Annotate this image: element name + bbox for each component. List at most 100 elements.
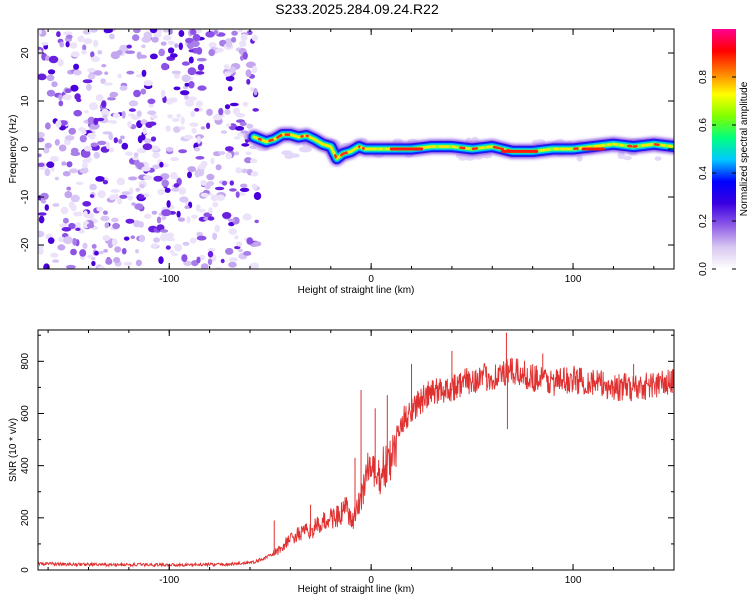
snr-ytick-label: 200 xyxy=(20,509,31,526)
noise-blob xyxy=(90,29,98,33)
faint-blob xyxy=(654,156,662,161)
noise-blob xyxy=(52,259,60,263)
noise-blob xyxy=(135,259,142,267)
noise-blob xyxy=(109,33,115,40)
noise-blob xyxy=(64,135,75,141)
noise-blob xyxy=(82,201,92,207)
colorbar-gradient xyxy=(712,29,736,269)
noise-blob xyxy=(68,127,76,135)
noise-blob xyxy=(105,141,111,150)
noise-blob xyxy=(113,193,119,200)
noise-blob xyxy=(38,49,42,56)
noise-blob xyxy=(161,215,167,221)
noise-blob xyxy=(91,260,96,267)
noise-blob xyxy=(108,132,113,141)
noise-blob xyxy=(60,206,69,215)
noise-blob xyxy=(63,236,73,245)
noise-blob xyxy=(186,216,191,224)
noise-blob xyxy=(253,192,262,200)
noise-blob xyxy=(132,156,139,161)
noise-blob xyxy=(38,247,44,255)
noise-blob xyxy=(104,222,110,229)
noise-blob xyxy=(224,109,231,115)
noise-blob xyxy=(50,156,59,162)
noise-blob xyxy=(48,55,59,64)
noise-blob xyxy=(183,134,194,140)
noise-blob xyxy=(82,79,93,84)
noise-blob xyxy=(173,243,183,252)
noise-blob xyxy=(73,109,82,117)
noise-blob xyxy=(38,212,47,216)
faint-blob xyxy=(576,155,583,162)
faint-blob xyxy=(281,150,293,156)
noise-blob xyxy=(167,232,174,239)
noise-blob xyxy=(170,171,178,180)
noise-blob xyxy=(62,217,69,224)
noise-blob xyxy=(111,238,118,246)
noise-blob xyxy=(245,151,252,156)
noise-blob xyxy=(38,153,42,158)
noise-blob xyxy=(109,92,114,99)
noise-blob xyxy=(229,102,239,107)
noise-blob xyxy=(69,168,79,174)
noise-blob xyxy=(160,89,166,98)
noise-blob xyxy=(225,123,232,127)
noise-blob xyxy=(95,176,105,182)
noise-blob xyxy=(178,187,187,195)
noise-blob xyxy=(112,112,121,119)
noise-blob xyxy=(184,82,190,87)
noise-blob xyxy=(165,245,171,250)
noise-blob xyxy=(215,194,225,201)
noise-blob xyxy=(178,149,188,154)
noise-blob xyxy=(70,147,79,154)
noise-blob xyxy=(196,57,207,62)
noise-blob xyxy=(102,131,113,135)
noise-blob xyxy=(63,31,73,36)
noise-blob xyxy=(234,151,240,156)
noise-blob xyxy=(81,130,87,135)
noise-blob xyxy=(100,78,106,84)
noise-blob xyxy=(90,56,100,63)
signal-hot-segment xyxy=(352,147,357,151)
noise-blob xyxy=(55,120,62,128)
noise-blob xyxy=(176,210,181,218)
noise-blob xyxy=(75,222,81,227)
noise-blob xyxy=(66,161,73,168)
noise-blob xyxy=(64,88,72,93)
snr-xtick-label: 0 xyxy=(368,575,374,586)
noise-blob xyxy=(79,249,87,257)
noise-blob xyxy=(117,73,122,79)
noise-blob xyxy=(125,151,133,157)
noise-blob xyxy=(120,135,125,140)
noise-blob xyxy=(123,236,130,241)
snr-ytick-label: 400 xyxy=(20,457,31,474)
noise-blob xyxy=(181,61,190,66)
noise-blob xyxy=(224,104,231,110)
noise-blob xyxy=(126,70,135,75)
noise-blob xyxy=(196,231,203,237)
noise-blob xyxy=(252,241,262,247)
noise-blob xyxy=(75,227,81,231)
noise-blob xyxy=(249,263,254,269)
noise-blob xyxy=(229,180,234,186)
noise-blob xyxy=(246,237,254,245)
noise-blob xyxy=(239,40,247,48)
noise-blob xyxy=(101,63,107,68)
noise-blob xyxy=(157,188,166,196)
noise-blob xyxy=(142,127,147,135)
noise-blob xyxy=(128,113,136,117)
noise-blob xyxy=(38,137,45,143)
snr-xtick-label: 100 xyxy=(565,575,582,586)
noise-blob xyxy=(165,125,171,132)
noise-blob xyxy=(187,67,197,76)
snr-ytick-label: 800 xyxy=(20,353,31,370)
noise-blob xyxy=(89,194,95,198)
noise-blob xyxy=(187,166,196,173)
colorbar-tick-label: 0.8 xyxy=(698,70,709,84)
noise-blob xyxy=(64,191,73,199)
noise-blob xyxy=(153,175,163,182)
noise-blob xyxy=(173,126,181,133)
noise-blob xyxy=(149,145,160,151)
faint-blob xyxy=(298,146,312,153)
noise-blob xyxy=(196,136,201,144)
